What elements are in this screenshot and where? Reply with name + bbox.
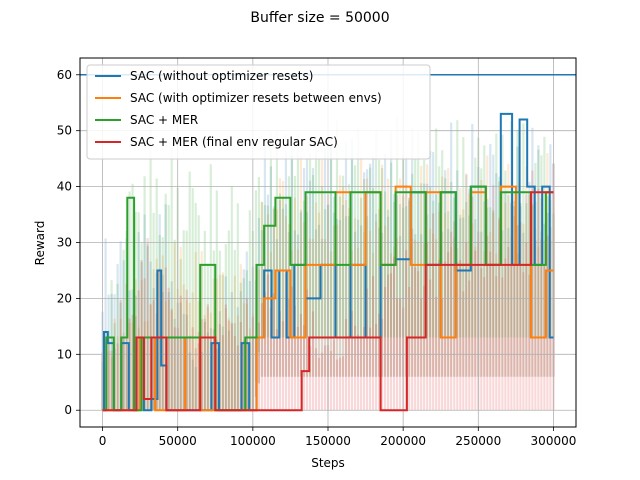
y-tick-label-6: 60	[57, 68, 72, 82]
legend-label-1: SAC (with optimizer resets between envs)	[130, 91, 382, 105]
legend-label-0: SAC (without optimizer resets)	[130, 69, 313, 83]
y-tick-label-4: 40	[57, 180, 72, 194]
y-tick-label-2: 20	[57, 291, 72, 305]
y-axis-label: Reward	[33, 221, 47, 266]
chart-title: Buffer size = 50000	[250, 10, 389, 26]
legend-label-2: SAC + MER	[130, 113, 198, 127]
x-tick-label-1: 50000	[159, 434, 197, 448]
legend-box	[86, 64, 431, 160]
x-tick-label-5: 250000	[455, 434, 501, 448]
x-tick-label-0: 0	[99, 434, 107, 448]
y-tick-label-0: 0	[64, 403, 72, 417]
series-line-3	[102, 191, 554, 412]
y-tick-label-5: 50	[57, 124, 72, 138]
x-tick-label-6: 300000	[531, 434, 577, 448]
y-tick-label-1: 10	[57, 347, 72, 361]
legend: SAC (without optimizer resets) SAC (with …	[86, 64, 431, 160]
y-tick-label-3: 30	[57, 236, 72, 250]
x-tick-label-2: 100000	[230, 434, 276, 448]
x-axis-label: Steps	[311, 456, 345, 470]
x-ticks: 0 50000 100000 150000 200000 250000 300000	[99, 427, 577, 448]
legend-label-3: SAC + MER (final env regular SAC)	[130, 135, 338, 149]
x-tick-label-4: 200000	[380, 434, 426, 448]
y-ticks: 0 10 20 30 40 50 60	[57, 68, 80, 417]
x-tick-label-3: 150000	[305, 434, 351, 448]
